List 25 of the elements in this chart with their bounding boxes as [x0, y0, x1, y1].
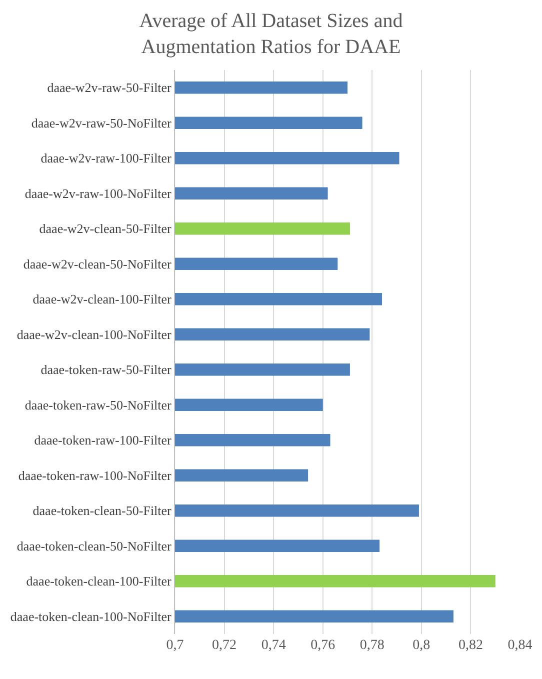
- x-tick-label: 0,72: [212, 638, 237, 653]
- x-tick-label: 0,78: [360, 638, 384, 653]
- y-tick-label: daae-token-clean-50-Filter: [32, 503, 172, 518]
- y-tick-label: daae-w2v-clean-100-Filter: [32, 292, 172, 307]
- chart-title: Average of All Dataset Sizes and Augmentation Ratios for DAAE: [139, 10, 403, 58]
- y-tick-label: daae-token-clean-100-NoFilter: [10, 608, 172, 624]
- y-tick-label: daae-token-raw-100-Filter: [34, 432, 172, 448]
- x-tick-label: 0,8: [412, 638, 430, 653]
- y-tick-label: daae-token-raw-50-Filter: [40, 362, 172, 378]
- y-tick-label: daae-w2v-clean-50-NoFilter: [23, 256, 172, 272]
- x-tick-label: 0,82: [458, 638, 483, 653]
- y-tick-label: daae-w2v-raw-50-NoFilter: [31, 115, 172, 130]
- y-tick-label: daae-w2v-clean-100-NoFilter: [16, 326, 172, 342]
- y-tick-label: daae-w2v-clean-50-Filter: [39, 221, 172, 236]
- y-tick-label: daae-token-raw-100-NoFilter: [18, 468, 172, 483]
- y-tick-label: daae-w2v-raw-100-Filter: [40, 150, 172, 166]
- y-tick-label: daae-w2v-raw-100-NoFilter: [24, 186, 172, 201]
- x-tick-label: 0,7: [166, 638, 184, 653]
- y-tick-label: daae-token-raw-50-NoFilter: [24, 397, 172, 412]
- x-tick-label: 0,74: [261, 638, 286, 653]
- x-tick-label: 0,84: [508, 638, 532, 653]
- y-tick-label: daae-w2v-raw-50-Filter: [47, 80, 172, 96]
- x-tick-label: 0,76: [310, 638, 336, 653]
- y-tick-label: daae-token-clean-100-Filter: [26, 574, 172, 589]
- y-tick-label: daae-token-clean-50-NoFilter: [16, 538, 172, 554]
